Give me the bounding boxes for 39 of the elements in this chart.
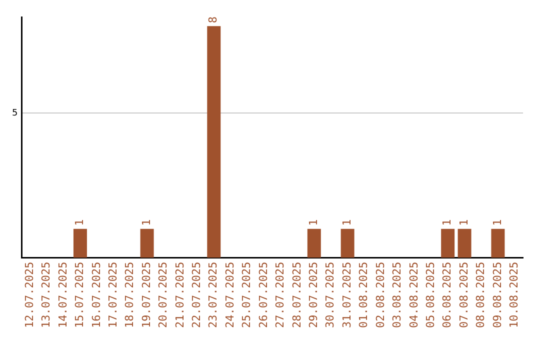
x-tick-label: 14.07.2025 — [56, 262, 70, 328]
y-tick-label: 5 — [12, 108, 18, 118]
x-tick-label: 10.08.2025 — [508, 262, 521, 328]
x-tick-label: 13.07.2025 — [40, 262, 53, 328]
data-label: 1 — [340, 219, 354, 226]
x-tick-label: 28.07.2025 — [290, 262, 304, 328]
x-tick-label: 24.07.2025 — [223, 262, 236, 328]
data-label: 1 — [440, 219, 454, 226]
x-tick-label: 16.07.2025 — [90, 262, 103, 328]
x-tick-label: 07.08.2025 — [457, 262, 470, 328]
x-tick-label: 15.07.2025 — [73, 262, 86, 328]
x-tick-label: 09.08.2025 — [490, 262, 504, 328]
data-label: 1 — [307, 219, 320, 226]
x-tick-label: 01.08.2025 — [357, 262, 370, 328]
x-tick-label: 20.07.2025 — [156, 262, 170, 328]
x-tick-label: 02.08.2025 — [374, 262, 387, 328]
x-tick-label: 27.07.2025 — [274, 262, 287, 328]
x-tick-label: 19.07.2025 — [140, 262, 153, 328]
x-tick-label: 22.07.2025 — [190, 262, 204, 328]
x-tick-label: 04.08.2025 — [407, 262, 420, 328]
data-label: 8 — [206, 16, 220, 24]
x-tick-label: 30.07.2025 — [324, 262, 337, 328]
x-tick-label: 17.07.2025 — [106, 262, 120, 328]
x-tick-label: 23.07.2025 — [206, 262, 220, 328]
data-label: 1 — [140, 219, 153, 226]
x-tick-label: 26.07.2025 — [256, 262, 270, 328]
x-tick-label: 08.08.2025 — [474, 262, 488, 328]
x-tick-label: 21.07.2025 — [173, 262, 186, 328]
x-tick-label: 03.08.2025 — [390, 262, 404, 328]
x-tick-label: 05.08.2025 — [424, 262, 437, 328]
x-tick-label: 12.07.2025 — [22, 262, 36, 328]
data-label: 1 — [490, 219, 504, 226]
x-tick-label: 06.08.2025 — [440, 262, 454, 328]
x-tick-label: 29.07.2025 — [307, 262, 320, 328]
x-tick-label: 25.07.2025 — [240, 262, 254, 328]
x-tick-label: 31.07.2025 — [340, 262, 354, 328]
data-label: 1 — [457, 219, 470, 226]
data-label: 1 — [73, 219, 86, 226]
x-tick-label: 18.07.2025 — [123, 262, 136, 328]
